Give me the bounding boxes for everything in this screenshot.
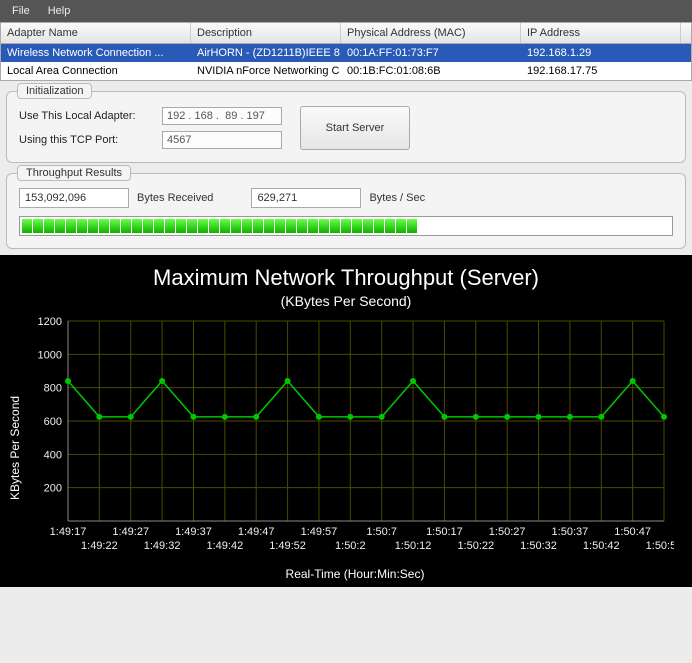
svg-text:1:50:37: 1:50:37 [552,526,589,538]
chart-plot: 200 400 600 800 1000 1200 1:49:17 1:49:27 1:49:3… [24,315,674,565]
start-server-button[interactable]: Start Server [300,106,410,150]
table-cell: 00:1A:FF:01:73:F7 [341,44,521,62]
svg-text:600: 600 [44,416,62,428]
bytes-received-value: 153,092,096 [19,188,129,208]
svg-text:1:50:27: 1:50:27 [489,526,526,538]
svg-text:200: 200 [44,483,62,495]
col-header-mac[interactable]: Physical Address (MAC) [341,23,521,43]
adapter-label: Use This Local Adapter: [19,110,154,122]
port-label: Using this TCP Port: [19,134,154,146]
bytes-sec-value: 629,271 [251,188,361,208]
svg-text:1:50:42: 1:50:42 [583,540,620,552]
svg-text:800: 800 [44,383,62,395]
table-row[interactable]: Wireless Network Connection ...AirHORN -… [1,44,691,62]
tcp-port-input[interactable] [162,131,282,149]
svg-text:1:49:22: 1:49:22 [81,540,118,552]
table-cell: Local Area Connection [1,62,191,80]
local-adapter-input[interactable] [162,107,282,125]
col-header-desc[interactable]: Description [191,23,341,43]
adapter-header: Adapter Name Description Physical Addres… [1,23,691,44]
table-cell: AirHORN - (ZD1211B)IEEE 8... [191,44,341,62]
svg-text:400: 400 [44,449,62,461]
svg-text:1:49:47: 1:49:47 [238,526,275,538]
init-title: Initialization [17,83,92,99]
svg-text:1:50:47: 1:50:47 [614,526,651,538]
svg-text:1:50:17: 1:50:17 [426,526,463,538]
col-header-ip[interactable]: IP Address [521,23,681,43]
svg-text:1:50:12: 1:50:12 [395,540,432,552]
menubar: File Help [0,0,692,22]
svg-text:1:49:27: 1:49:27 [112,526,149,538]
progress-bar [19,216,673,236]
svg-text:1:49:57: 1:49:57 [301,526,338,538]
svg-text:1:50:7: 1:50:7 [366,526,397,538]
chart-subtitle: (KBytes Per Second) [6,293,686,309]
svg-text:1:49:17: 1:49:17 [50,526,87,538]
svg-text:1:49:42: 1:49:42 [206,540,243,552]
table-row[interactable]: Local Area ConnectionNVIDIA nForce Netwo… [1,62,691,80]
throughput-title: Throughput Results [17,165,131,181]
table-cell: Wireless Network Connection ... [1,44,191,62]
col-header-name[interactable]: Adapter Name [1,23,191,43]
svg-text:1:49:37: 1:49:37 [175,526,212,538]
menu-help[interactable]: Help [40,2,79,20]
svg-text:1200: 1200 [38,316,62,328]
svg-text:1:50:22: 1:50:22 [457,540,494,552]
svg-text:1:50:2: 1:50:2 [335,540,366,552]
throughput-panel: Throughput Results 153,092,096 Bytes Rec… [6,173,686,249]
svg-text:1:49:52: 1:49:52 [269,540,306,552]
bytes-sec-label: Bytes / Sec [369,192,425,204]
svg-text:1:49:32: 1:49:32 [144,540,181,552]
table-cell: NVIDIA nForce Networking C... [191,62,341,80]
throughput-chart: Maximum Network Throughput (Server) (KBy… [0,255,692,587]
bytes-received-label: Bytes Received [137,192,213,204]
table-cell: 192.168.17.75 [521,62,681,80]
table-cell: 192.168.1.29 [521,44,681,62]
adapter-table: Adapter Name Description Physical Addres… [0,22,692,81]
table-cell: 00:1B:FC:01:08:6B [341,62,521,80]
menu-file[interactable]: File [4,2,38,20]
chart-title: Maximum Network Throughput (Server) [6,265,686,291]
svg-text:1:50:32: 1:50:32 [520,540,557,552]
svg-text:1000: 1000 [38,349,62,361]
chart-ylabel: KBytes Per Second [6,315,24,581]
chart-xlabel: Real-Time (Hour:Min:Sec) [24,567,686,581]
initialization-panel: Initialization Use This Local Adapter: U… [6,91,686,163]
svg-text:1:50:52: 1:50:52 [646,540,674,552]
